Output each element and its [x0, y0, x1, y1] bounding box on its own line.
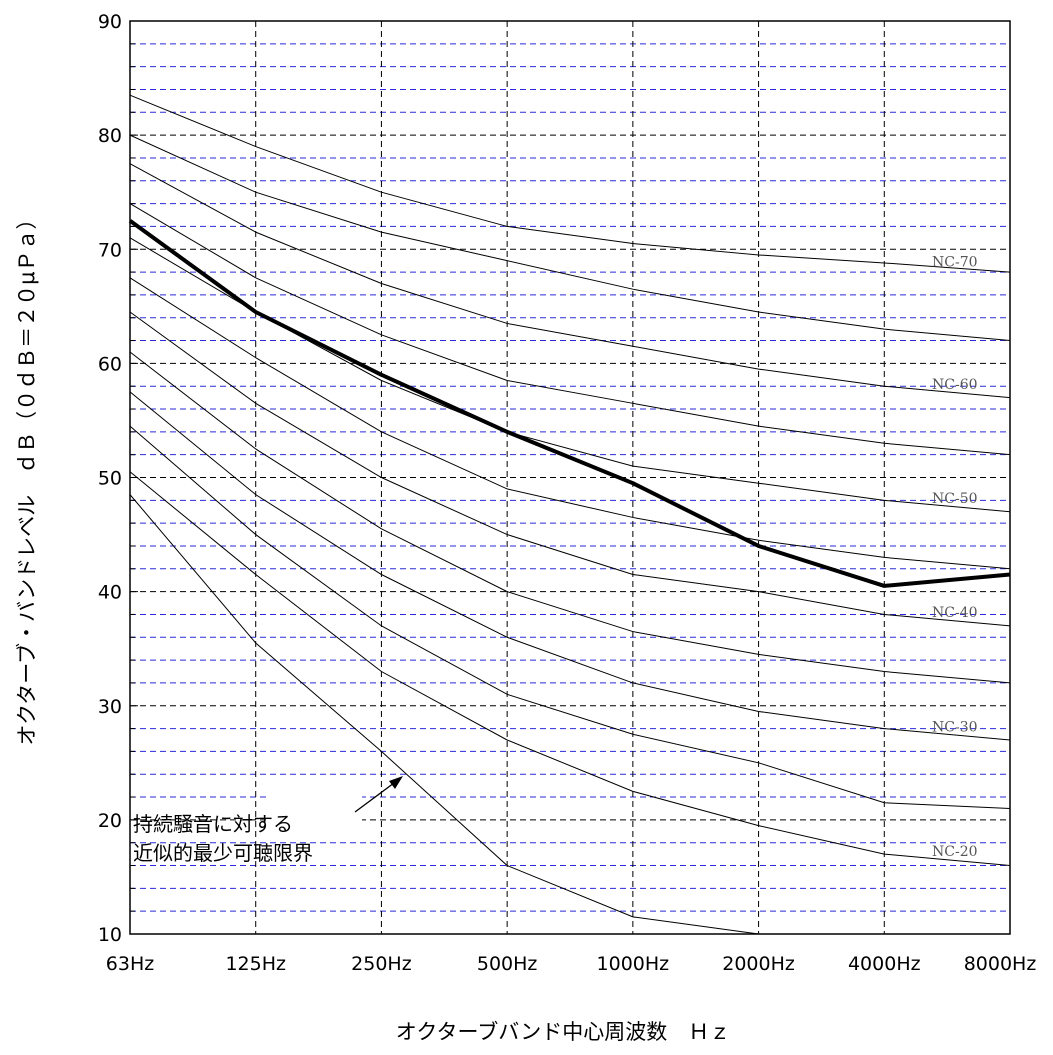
y-tick-label: 40: [98, 582, 122, 604]
nc-curve-label: NC-40: [932, 605, 978, 621]
annotation-line-2: 近似的最少可聴限界: [133, 841, 313, 865]
y-tick-label: 50: [98, 468, 122, 490]
y-tick-label: 20: [98, 810, 122, 832]
x-tick-label: 63Hz: [106, 953, 154, 975]
x-tick-label: 8000Hz: [964, 953, 1037, 975]
threshold-annotation: 持続騒音に対する 近似的最少可聴限界: [133, 776, 403, 865]
y-tick-label: 90: [98, 11, 122, 33]
nc-curves: NC-70 NC-60 NC-50 NC-40 NC-30 NC-20: [128, 94, 1011, 935]
nc-intermediate-curve: [129, 351, 1011, 684]
y-tick-label: 60: [98, 353, 122, 375]
x-tick-label: 1000Hz: [597, 953, 670, 975]
nc-curve-label: NC-30: [932, 719, 978, 735]
y-axis-title: オクターブ・バンドレベル ｄＢ（０ｄＢ＝２０μＰａ）: [15, 209, 39, 746]
y-tick-label: 70: [98, 239, 122, 261]
annotation-line-1: 持続騒音に対する: [133, 812, 293, 836]
plot-frame: [129, 20, 1011, 935]
y-tick-label: 10: [98, 924, 122, 946]
nc-intermediate-curve: [129, 425, 1011, 809]
x-tick-label: 125Hz: [225, 953, 286, 975]
nc-curve-label: NC-50: [932, 491, 978, 507]
threshold-curve: [129, 494, 759, 935]
y-tick-label: 80: [98, 125, 122, 147]
nc-20-curve: [129, 471, 1011, 867]
x-tick-label: 500Hz: [477, 953, 538, 975]
nc-curve-label: NC-60: [932, 377, 978, 393]
x-tick-label: 250Hz: [351, 953, 412, 975]
nc-curve-label: NC-20: [932, 844, 978, 860]
annotation-arrow: [354, 779, 399, 813]
nc-intermediate-curve: [129, 203, 1011, 456]
x-tick-label: 4000Hz: [848, 953, 921, 975]
nc-intermediate-curve: [129, 277, 1011, 570]
annotation-arrowhead: [389, 776, 403, 789]
nc-curve-label: NC-70: [932, 254, 978, 270]
measured-level-curve: [128, 219, 1011, 588]
nc-intermediate-curve: [129, 134, 1011, 342]
tick-labels: 10 20 30 40 50 60 70 80 90 63Hz 125Hz 250Hz 500Hz 100…: [98, 11, 1037, 975]
nc-50-curve: [129, 237, 1011, 513]
x-tick-label: 2000Hz: [722, 953, 795, 975]
grid: [130, 21, 1010, 934]
nc-30-curve: [129, 391, 1011, 741]
y-tick-label: 30: [98, 696, 122, 718]
nc-40-curve: [129, 311, 1011, 627]
x-axis-title: オクターブバンド中心周波数 Ｈｚ: [396, 1020, 731, 1044]
nc-70-curve: [129, 94, 1011, 273]
nc-60-curve: [129, 163, 1011, 399]
